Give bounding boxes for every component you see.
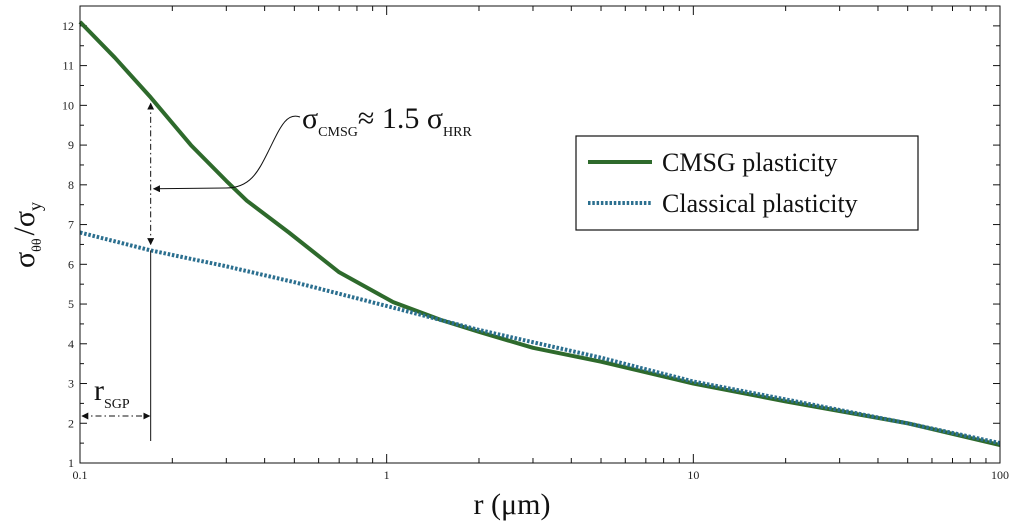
- ticks-group: [79, 6, 1001, 464]
- series-line-classical: [79, 230, 1001, 446]
- y-tick-label: 7: [68, 218, 74, 232]
- y-axis-slash: /: [8, 226, 41, 235]
- y-tick-label: 11: [62, 59, 74, 73]
- ratio-sub-hrr: HRR: [443, 125, 472, 140]
- y-tick-label: 5: [68, 297, 74, 311]
- y-axis-title: σθθ/σy: [8, 202, 45, 268]
- ratio-sigma-cmsg: σ: [302, 102, 318, 135]
- y-axis-sub-y: y: [25, 202, 45, 211]
- y-tick-label: 12: [62, 19, 74, 33]
- legend-label-classical: Classical plasticity: [662, 189, 858, 218]
- ratio-annotation: σCMSG≈ 1.5 σHRR: [302, 102, 472, 140]
- x-tick-label: 10: [687, 468, 699, 482]
- legend-box: [575, 135, 919, 231]
- y-axis-sigma-y: σ: [8, 211, 41, 227]
- series-line-cmsg: [78, 20, 1001, 448]
- y-tick-label: 10: [62, 98, 74, 112]
- y-tick-label: 8: [68, 178, 74, 192]
- y-tick-label: 3: [68, 377, 74, 391]
- series-group: [78, 20, 1001, 448]
- x-axis-title: r (μm): [474, 488, 551, 521]
- x-tick-label: 100: [991, 468, 1009, 482]
- y-axis-sub-theta: θθ: [30, 238, 45, 252]
- r-sgp-sub: SGP: [104, 397, 130, 412]
- r-sgp-label: rSGP: [94, 374, 130, 412]
- y-tick-label: 2: [68, 416, 74, 430]
- legend-label-cmsg: CMSG plasticity: [662, 148, 838, 177]
- y-tick-label: 4: [68, 337, 74, 351]
- y-axis-sigma: σ: [8, 252, 41, 268]
- annotations: σCMSG≈ 1.5 σHRR rSGP: [81, 102, 472, 441]
- y-tick-label: 1: [68, 456, 74, 470]
- y-tick-label: 9: [68, 138, 74, 152]
- r-sgp-main: r: [94, 374, 104, 407]
- ratio-approx: ≈ 1.5: [358, 102, 427, 135]
- ratio-sigma-hrr: σ: [427, 102, 443, 135]
- plot-frame: [79, 5, 1001, 464]
- ratio-sub-cmsg: CMSG: [318, 125, 358, 140]
- ratio-callout-line: [152, 115, 301, 193]
- x-tick-label: 0.1: [73, 468, 88, 482]
- x-tick-label: 1: [384, 468, 390, 482]
- legend: CMSG plasticity Classical plasticity: [575, 135, 919, 231]
- y-tick-label: 6: [68, 257, 74, 271]
